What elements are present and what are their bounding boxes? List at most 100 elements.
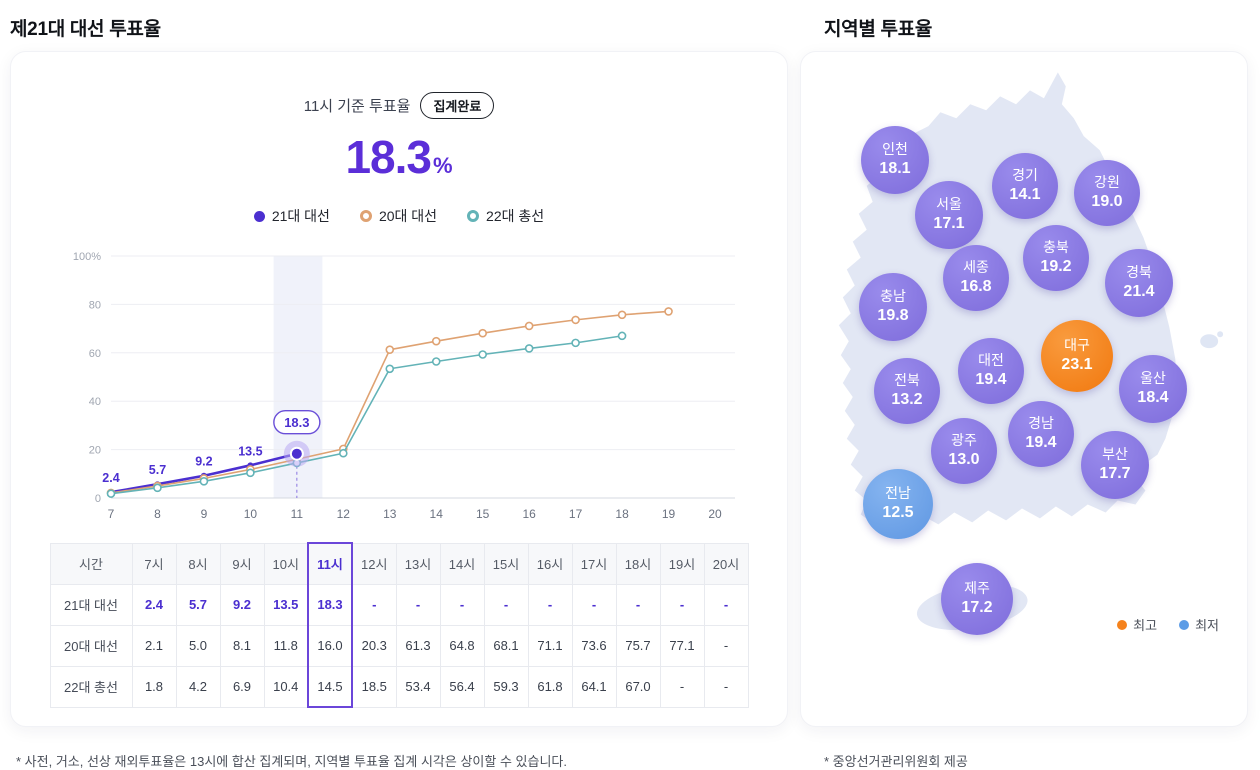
region-value: 19.0: [1091, 192, 1123, 210]
region-bubble[interactable]: 울산 18.4: [1119, 355, 1187, 423]
table-cell: -: [659, 583, 705, 626]
data-point: [106, 489, 116, 498]
region-name: 부산: [1102, 446, 1128, 463]
region-bubble[interactable]: 인천 18.1: [861, 126, 929, 194]
x-tick-label: 16: [522, 507, 536, 521]
region-value: 17.7: [1099, 464, 1131, 482]
x-tick-label: 14: [430, 507, 444, 521]
table-cell: -: [527, 583, 573, 626]
table-cell: 67.0: [615, 665, 661, 708]
table-cell: 6.9: [219, 665, 265, 708]
region-bubble[interactable]: 충북 19.2: [1023, 225, 1089, 291]
data-point: [524, 344, 534, 353]
table-cell: 64.1: [571, 665, 617, 708]
table-row: 20대 대선 2.1 5.0 8.1 11.8 16.0 20.3 61.3 64.8 68.1 7…: [49, 624, 749, 667]
table-cell: 61.8: [527, 665, 573, 708]
data-point: [571, 315, 580, 325]
legend-dot-icon: [253, 210, 265, 222]
region-map-card: 인천 18.1 서울 17.1 경기 14.1 강원 19.0 충북 19.2 세종 16.8 경북 21…: [800, 51, 1248, 727]
table-cell: -: [703, 624, 749, 667]
map-legend-item: 최저: [1179, 615, 1219, 634]
legend-label: 21대 대선: [271, 208, 330, 224]
region-value: 17.2: [961, 598, 993, 616]
region-value: 18.1: [879, 159, 911, 177]
footnote-line: * 중앙선거관리위원회 제공: [824, 754, 968, 769]
highlight-callout: [273, 410, 321, 435]
data-point: [524, 321, 534, 331]
highlight-point: [289, 446, 304, 461]
x-tick-label: 9: [201, 507, 208, 521]
table-col-header: 7시: [131, 542, 177, 585]
x-tick-label: 8: [154, 507, 161, 521]
table-cell: 71.1: [527, 624, 573, 667]
region-value: 16.8: [960, 277, 992, 295]
region-name: 경기: [1012, 167, 1038, 184]
region-value: 23.1: [1061, 355, 1093, 373]
map-legend: 최고 최저: [1117, 615, 1219, 634]
table-cell: 11.8: [263, 624, 309, 667]
region-name: 서울: [936, 196, 962, 213]
table-col-header: 8시: [175, 542, 221, 585]
table-col-header: 10시: [263, 542, 309, 585]
data-point: [431, 357, 441, 366]
region-value: 19.8: [877, 306, 909, 324]
table-cell: -: [703, 665, 749, 708]
region-bubble[interactable]: 대구 23.1: [1041, 320, 1113, 392]
region-bubble[interactable]: 제주 17.2: [941, 563, 1013, 635]
region-bubble[interactable]: 경북 21.4: [1105, 249, 1173, 317]
region-bubble[interactable]: 전북 13.2: [874, 358, 940, 424]
region-name: 울산: [1140, 370, 1166, 387]
region-name: 강원: [1094, 174, 1120, 191]
left-footnotes: * 사전, 거소, 선상 재외투표율은 13시에 합산 집계되며, 지역별 투표…: [10, 751, 788, 770]
region-bubble[interactable]: 대전 19.4: [958, 338, 1024, 404]
x-tick-label: 19: [662, 507, 676, 521]
table-row: 21대 대선 2.4 5.7 9.2 13.5 18.3- - - - - - - - -: [49, 583, 749, 626]
table-cell: 53.4: [395, 665, 441, 708]
footnote-line: * 사전, 거소, 선상 재외투표율은 13시에 합산 집계되며, 지역별 투표…: [16, 754, 567, 769]
table-col-header: 11시: [307, 542, 353, 585]
data-point: [199, 477, 209, 486]
data-point: [617, 310, 627, 320]
data-point: [478, 350, 487, 359]
table-cell: 64.8: [439, 624, 485, 667]
map-legend-dot-icon: [1179, 619, 1190, 630]
region-value: 21.4: [1123, 282, 1155, 300]
percent-unit: %: [432, 153, 453, 178]
region-value: 13.0: [948, 450, 980, 468]
region-bubble[interactable]: 충남 19.8: [859, 273, 927, 341]
region-bubble[interactable]: 광주 13.0: [931, 418, 997, 484]
table-col-header: 12시: [351, 542, 397, 585]
region-value: 13.2: [891, 390, 923, 408]
table-cell: 4.2: [175, 665, 221, 708]
region-bubble[interactable]: 부산 17.7: [1081, 431, 1149, 499]
chart-subtitle: 11시 기준 투표율: [303, 97, 411, 115]
region-value: 19.4: [1025, 433, 1057, 451]
turnout-table-wrap: 시간 7시 8시 9시 10시 11시 12시 13시 14시 15시 16시 17시 18시 19시 20…: [49, 542, 749, 708]
regional-turnout-section: 지역별 투표율 인천 18.1 서울 17.1 경기 14.1 강원 19.0 충북 19.2 세종…: [800, 6, 1250, 769]
region-bubble[interactable]: 경남 19.4: [1008, 401, 1074, 467]
region-value: 19.2: [1040, 257, 1072, 275]
region-name: 제주: [964, 580, 990, 597]
region-bubble[interactable]: 서울 17.1: [915, 181, 983, 249]
region-bubble[interactable]: 경기 14.1: [992, 153, 1058, 219]
table-cell: 2.1: [131, 624, 177, 667]
right-title: 지역별 투표율: [824, 19, 933, 40]
x-tick-label: 10: [244, 507, 258, 521]
tally-complete-badge: 집계완료: [420, 91, 495, 119]
region-name: 경북: [1126, 264, 1152, 281]
table-cell: 77.1: [659, 624, 705, 667]
data-point: [339, 448, 348, 458]
map-legend-item: 최고: [1117, 615, 1157, 634]
region-bubbles-layer: 인천 18.1 서울 17.1 경기 14.1 강원 19.0 충북 19.2 세종 16.8 경북 21…: [801, 52, 1247, 726]
table-cell: 18.3: [307, 583, 353, 626]
table-cell: 13.5: [263, 583, 309, 626]
region-bubble[interactable]: 강원 19.0: [1074, 160, 1140, 226]
y-tick-label: 20: [89, 445, 101, 457]
region-bubble[interactable]: 세종 16.8: [943, 245, 1009, 311]
chart-header: 11시 기준 투표율 집계완료: [49, 91, 749, 119]
table-cell: 20.3: [351, 624, 397, 667]
east-islet-shape: [1217, 331, 1224, 338]
region-name: 광주: [951, 432, 977, 449]
region-bubble[interactable]: 전남 12.5: [863, 469, 933, 539]
